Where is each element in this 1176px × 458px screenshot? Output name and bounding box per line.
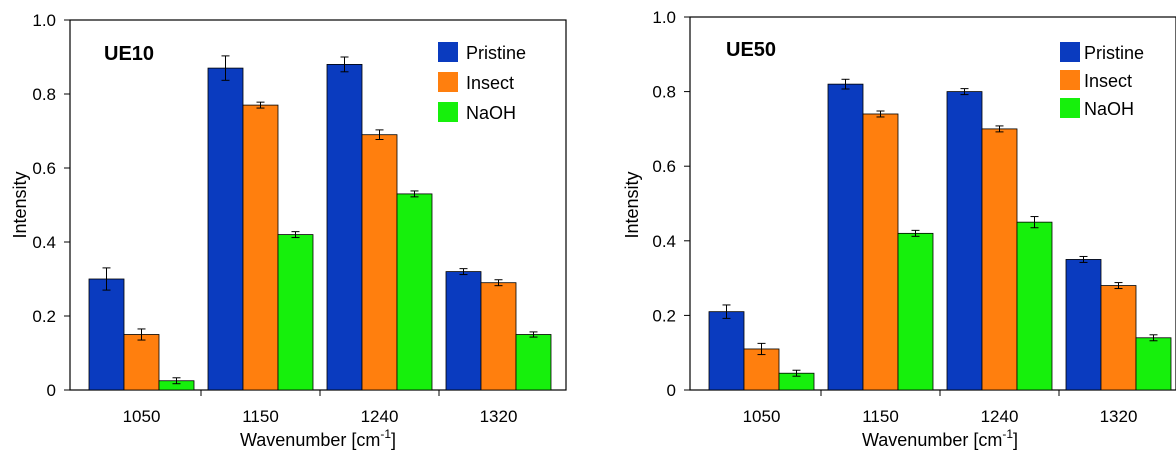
bar-pristine [708, 311, 745, 391]
legend-label-pristine: Pristine [466, 43, 526, 63]
x-axis-title-main: Wavenumber [cm [862, 430, 1002, 450]
bar-insect [480, 282, 517, 391]
x-axis-title: Wavenumber [cm-1] [240, 427, 396, 450]
legend-label-naoh: NaOH [466, 103, 516, 123]
bar-pristine [326, 64, 363, 391]
y-tick-label: 0 [667, 381, 676, 400]
bar-pristine [1065, 259, 1102, 391]
y-tick-label: 0.4 [32, 233, 56, 252]
bar-naoh [1135, 337, 1172, 391]
x-axis-title-end: ] [391, 430, 396, 450]
y-axis-ticks: 0 0.2 0.4 0.6 0.8 1.0 [652, 8, 690, 400]
bar-insect [1100, 285, 1137, 391]
bar-pristine [88, 278, 125, 391]
bar-pristine [946, 91, 983, 391]
bar-group [88, 55, 552, 391]
legend-swatch-pristine [1060, 42, 1080, 62]
x-axis-ticks: 1050 1150 1240 1320 [123, 390, 518, 426]
x-tick-label: 1240 [361, 407, 399, 426]
bar-naoh [277, 234, 314, 391]
chart-title: UE50 [726, 39, 776, 61]
legend: Pristine Insect NaOH [438, 42, 526, 123]
x-tick-label: 1320 [480, 407, 518, 426]
x-axis-title: Wavenumber [cm-1] [862, 427, 1018, 450]
x-axis-title-end: ] [1013, 430, 1018, 450]
chart-title: UE10 [104, 43, 154, 65]
legend-swatch-insect [438, 72, 458, 92]
bar-insect [862, 113, 899, 391]
y-tick-label: 0.6 [652, 157, 676, 176]
plot-area-border [69, 19, 567, 391]
legend-swatch-naoh [1060, 98, 1080, 118]
y-tick-label: 1.0 [32, 11, 56, 30]
x-tick-label: 1150 [242, 407, 279, 426]
chart-ue50: 0 0.2 0.4 0.6 0.8 1.0 1050 1150 1240 1320 UE50 I… [622, 8, 1176, 450]
bar-insect [361, 134, 398, 391]
y-axis-title: Intensity [622, 171, 642, 238]
chart-ue10: 0 0.2 0.4 0.6 0.8 1.0 1050 1150 1240 1320 UE10 I… [10, 11, 567, 450]
bar-pristine [827, 83, 864, 391]
x-axis-ticks: 1050 1150 1240 1320 [743, 390, 1138, 426]
bar-insect [242, 104, 279, 391]
y-axis-ticks: 0 0.2 0.4 0.6 0.8 1.0 [32, 11, 70, 400]
y-tick-label: 0.2 [652, 306, 676, 325]
y-tick-label: 0.8 [652, 83, 676, 102]
y-tick-label: 0.6 [32, 159, 56, 178]
y-tick-label: 1.0 [652, 8, 676, 27]
x-tick-label: 1050 [743, 407, 781, 426]
bar-group [708, 78, 1172, 391]
x-tick-label: 1240 [981, 407, 1019, 426]
bar-insect [743, 348, 780, 391]
y-tick-label: 0 [47, 381, 56, 400]
legend-swatch-pristine [438, 42, 458, 62]
bar-naoh [515, 334, 552, 391]
y-axis-title: Intensity [10, 171, 30, 238]
y-tick-label: 0.8 [32, 85, 56, 104]
bar-naoh [1016, 221, 1053, 391]
x-tick-label: 1050 [123, 407, 161, 426]
x-tick-label: 1320 [1100, 407, 1138, 426]
legend-label-insect: Insect [466, 73, 514, 93]
y-tick-label: 0.2 [32, 307, 56, 326]
bar-naoh [897, 232, 934, 391]
y-tick-label: 0.4 [652, 232, 676, 251]
bar-pristine [445, 271, 482, 391]
x-tick-label: 1150 [862, 407, 899, 426]
bar-insect [123, 334, 160, 391]
legend-label-insect: Insect [1084, 71, 1132, 91]
legend-swatch-insect [1060, 70, 1080, 90]
legend-label-naoh: NaOH [1084, 99, 1134, 119]
bar-naoh [396, 193, 433, 391]
bar-pristine [207, 67, 244, 391]
legend-label-pristine: Pristine [1084, 43, 1144, 63]
x-axis-title-main: Wavenumber [cm [240, 430, 380, 450]
legend: Pristine Insect NaOH [1060, 42, 1144, 119]
x-axis-title-sup: -1 [1002, 427, 1013, 441]
bar-insect [981, 128, 1018, 391]
x-axis-title-sup: -1 [380, 427, 391, 441]
legend-swatch-naoh [438, 102, 458, 122]
